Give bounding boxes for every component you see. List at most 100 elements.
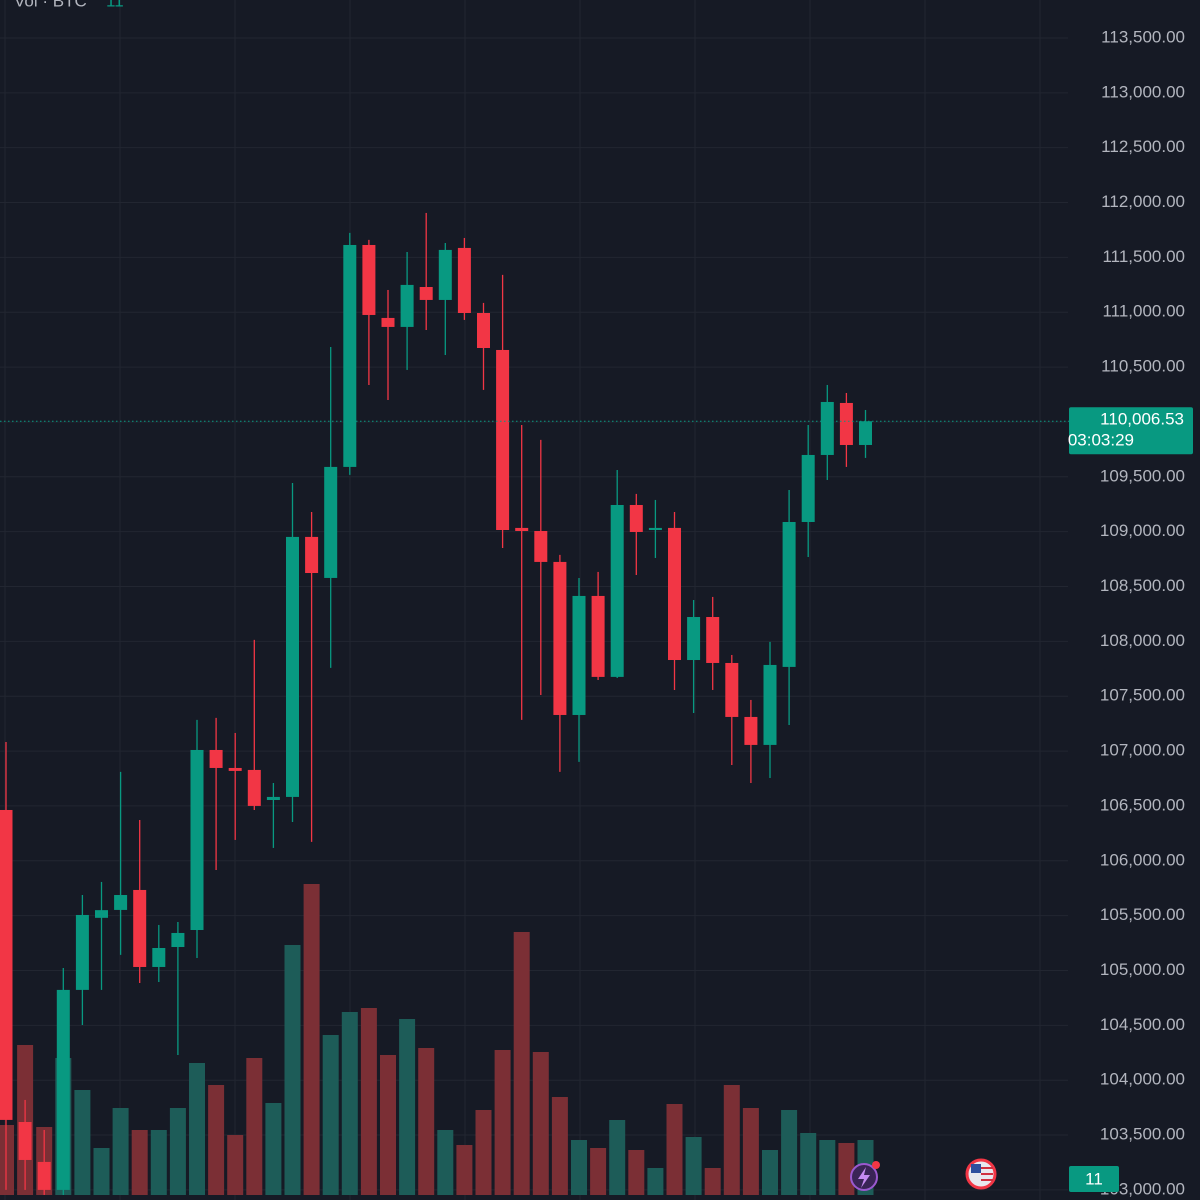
volume-bar [685,1137,702,1195]
y-tick-label: 105,500.00 [1100,905,1185,924]
candle-body [763,664,777,745]
volume-bar [341,1012,358,1195]
candle-body [190,749,204,931]
candle-body [515,527,529,531]
y-tick-label: 106,000.00 [1100,850,1185,869]
y-tick-label: 111,500.00 [1102,247,1185,266]
volume-bar [590,1148,607,1195]
candle-body [133,889,147,967]
flag-canton [971,1164,981,1173]
volume-bar [284,945,301,1195]
y-tick-label: 107,000.00 [1100,741,1185,760]
y-tick-label: 113,500.00 [1101,27,1185,46]
volume-bar [265,1103,282,1195]
candle-body [534,530,548,562]
volume-bar [723,1085,740,1195]
volume-bar [418,1048,435,1195]
candle-body [305,536,319,574]
volume-bar [208,1085,225,1195]
volume-bar [513,932,530,1195]
volume-axis-label: 11 [1085,1169,1103,1188]
volume-bar [800,1133,817,1195]
candle-body [286,536,299,797]
candle-body [324,466,338,578]
volume-bar [819,1140,836,1195]
volume-bar [246,1058,263,1195]
candle-body [839,402,853,445]
candle-body [75,914,89,990]
volume-bar [571,1140,587,1195]
volume-bar [456,1145,473,1195]
volume-bar [437,1130,454,1195]
y-tick-label: 104,000.00 [1100,1070,1185,1089]
y-tick-label: 108,500.00 [1100,576,1185,595]
volume-title: Vol · BTC [14,0,87,10]
volume-bar [189,1063,205,1195]
candle-body [343,244,357,467]
candle-body [114,895,128,910]
candle-body [37,1161,51,1190]
candle-body [228,767,242,771]
volume-bar [380,1055,396,1195]
candle-body [56,989,70,1190]
volume-bar [169,1108,186,1195]
candle-body [572,595,586,715]
candle-body [553,561,567,715]
candle-body [744,716,758,745]
candle-body [706,617,720,663]
candle-body [610,504,624,677]
y-tick-label: 107,500.00 [1100,686,1185,705]
volume-bar [647,1168,664,1195]
price-label-box [1069,407,1193,455]
volume-bar [666,1104,683,1195]
volume-bar [0,1125,14,1195]
y-tick-label: 112,000.00 [1101,192,1185,211]
y-tick-label: 111,000.00 [1102,302,1185,321]
candle-body [859,421,872,445]
y-tick-label: 108,000.00 [1100,631,1185,650]
candle-body [668,527,681,661]
volume-bar [551,1097,568,1195]
candle-body [687,617,701,661]
candle-body [171,932,185,948]
volume-bar [93,1148,110,1195]
y-tick-label: 106,500.00 [1100,795,1185,814]
event-icon-dot [872,1161,880,1169]
candle-body [381,317,395,327]
volume-bar [399,1019,416,1195]
candle-body [152,947,166,967]
candle-body [362,244,376,315]
candle-body [438,249,452,300]
candle-body [591,595,605,677]
candle-body [18,1121,32,1160]
candle-body [95,910,108,918]
y-tick-label: 109,500.00 [1100,466,1185,485]
volume-bar [494,1050,511,1195]
volume-bar [322,1035,339,1195]
volume-axis-box [1069,1166,1119,1192]
candle-body [0,809,13,1120]
y-tick-label: 109,000.00 [1100,521,1185,540]
candle-body [801,454,815,522]
volume-bar [532,1052,549,1195]
candle-body [477,313,490,348]
candle-body [209,749,223,768]
candle-body [648,527,662,531]
y-tick-label: 113,000.00 [1101,82,1185,101]
countdown: 03:03:29 [1068,431,1134,450]
candle-body [266,796,280,800]
y-tick-label: 105,000.00 [1100,960,1185,979]
y-tick-label: 103,500.00 [1100,1125,1185,1144]
candle-body [457,247,471,314]
y-tick-label: 103,000.00 [1100,1179,1185,1198]
volume-bar [475,1110,492,1195]
candle-body [782,521,796,667]
candle-body [247,769,261,806]
volume-bar [112,1108,129,1195]
volume-bar [360,1008,377,1195]
volume-bar [838,1143,855,1195]
candle-body [496,349,510,531]
volume-bar [303,884,320,1195]
volume-bar [227,1135,244,1195]
